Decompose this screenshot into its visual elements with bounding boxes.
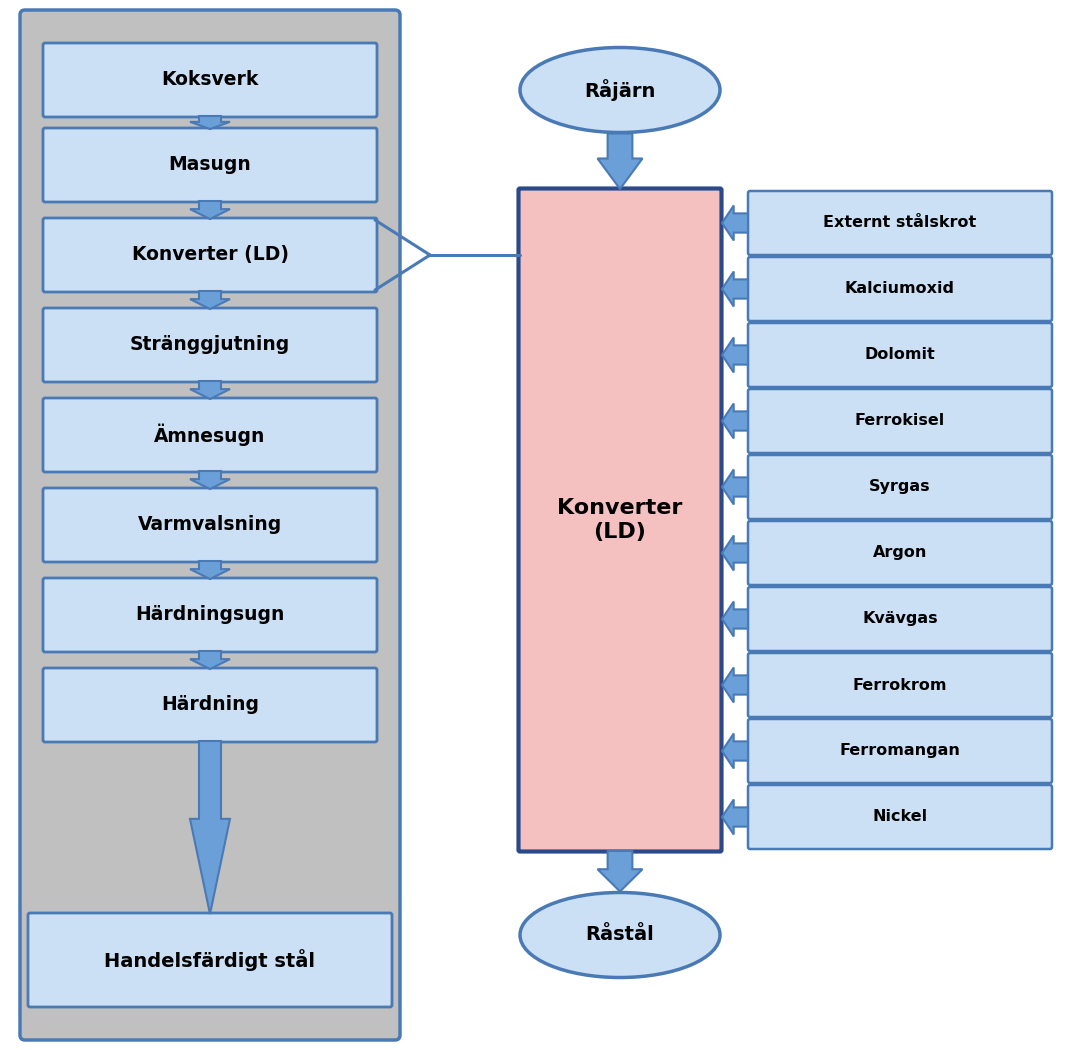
Text: Externt stålskrot: Externt stålskrot: [823, 215, 977, 231]
FancyBboxPatch shape: [43, 43, 377, 117]
Text: Råjärn: Råjärn: [584, 79, 656, 101]
Ellipse shape: [520, 892, 720, 978]
Polygon shape: [722, 206, 748, 240]
Text: Ferrokisel: Ferrokisel: [855, 414, 945, 428]
Polygon shape: [597, 133, 642, 189]
Polygon shape: [190, 471, 230, 489]
Polygon shape: [722, 337, 748, 373]
Text: Kalciumoxid: Kalciumoxid: [845, 281, 955, 296]
Polygon shape: [722, 668, 748, 702]
FancyBboxPatch shape: [43, 398, 377, 472]
Text: Stränggjutning: Stränggjutning: [130, 336, 290, 355]
Polygon shape: [190, 291, 230, 309]
Polygon shape: [722, 536, 748, 570]
Text: Argon: Argon: [873, 546, 928, 561]
Text: Handelsfärdigt stål: Handelsfärdigt stål: [105, 949, 315, 971]
FancyBboxPatch shape: [43, 308, 377, 382]
FancyBboxPatch shape: [748, 455, 1052, 519]
FancyBboxPatch shape: [43, 668, 377, 742]
FancyBboxPatch shape: [748, 719, 1052, 783]
FancyBboxPatch shape: [43, 128, 377, 202]
Polygon shape: [722, 602, 748, 636]
FancyBboxPatch shape: [748, 521, 1052, 585]
Text: Härdningsugn: Härdningsugn: [135, 606, 284, 625]
Polygon shape: [722, 734, 748, 769]
Text: Kvävgas: Kvävgas: [862, 611, 937, 627]
Text: Ferrokrom: Ferrokrom: [852, 677, 947, 693]
Polygon shape: [190, 116, 230, 129]
Polygon shape: [722, 799, 748, 835]
FancyBboxPatch shape: [43, 578, 377, 652]
Polygon shape: [190, 741, 230, 914]
Text: Nickel: Nickel: [872, 810, 928, 824]
Text: Konverter (LD): Konverter (LD): [132, 246, 289, 265]
Text: Masugn: Masugn: [169, 155, 252, 174]
Text: Konverter
(LD): Konverter (LD): [557, 499, 682, 542]
FancyBboxPatch shape: [748, 191, 1052, 255]
Polygon shape: [190, 201, 230, 219]
FancyBboxPatch shape: [748, 257, 1052, 321]
Polygon shape: [597, 850, 642, 891]
FancyBboxPatch shape: [43, 218, 377, 292]
Text: Syrgas: Syrgas: [869, 480, 931, 495]
FancyBboxPatch shape: [43, 488, 377, 562]
FancyBboxPatch shape: [748, 323, 1052, 387]
Polygon shape: [722, 469, 748, 504]
Polygon shape: [722, 272, 748, 307]
Text: Varmvalsning: Varmvalsning: [137, 516, 282, 534]
Polygon shape: [722, 403, 748, 439]
Polygon shape: [190, 651, 230, 669]
FancyBboxPatch shape: [748, 587, 1052, 651]
FancyBboxPatch shape: [748, 785, 1052, 849]
FancyBboxPatch shape: [748, 388, 1052, 453]
FancyBboxPatch shape: [519, 189, 722, 852]
FancyBboxPatch shape: [28, 914, 392, 1007]
Text: Ämnesugn: Ämnesugn: [155, 424, 266, 446]
Polygon shape: [190, 381, 230, 399]
Text: Dolomit: Dolomit: [864, 348, 935, 362]
Text: Ferromangan: Ferromangan: [839, 743, 960, 758]
Text: Koksverk: Koksverk: [161, 70, 258, 89]
Polygon shape: [190, 561, 230, 579]
FancyBboxPatch shape: [20, 10, 400, 1040]
Text: Råstål: Råstål: [585, 925, 654, 945]
Ellipse shape: [520, 47, 720, 132]
Text: Härdning: Härdning: [161, 695, 259, 714]
FancyBboxPatch shape: [748, 653, 1052, 717]
